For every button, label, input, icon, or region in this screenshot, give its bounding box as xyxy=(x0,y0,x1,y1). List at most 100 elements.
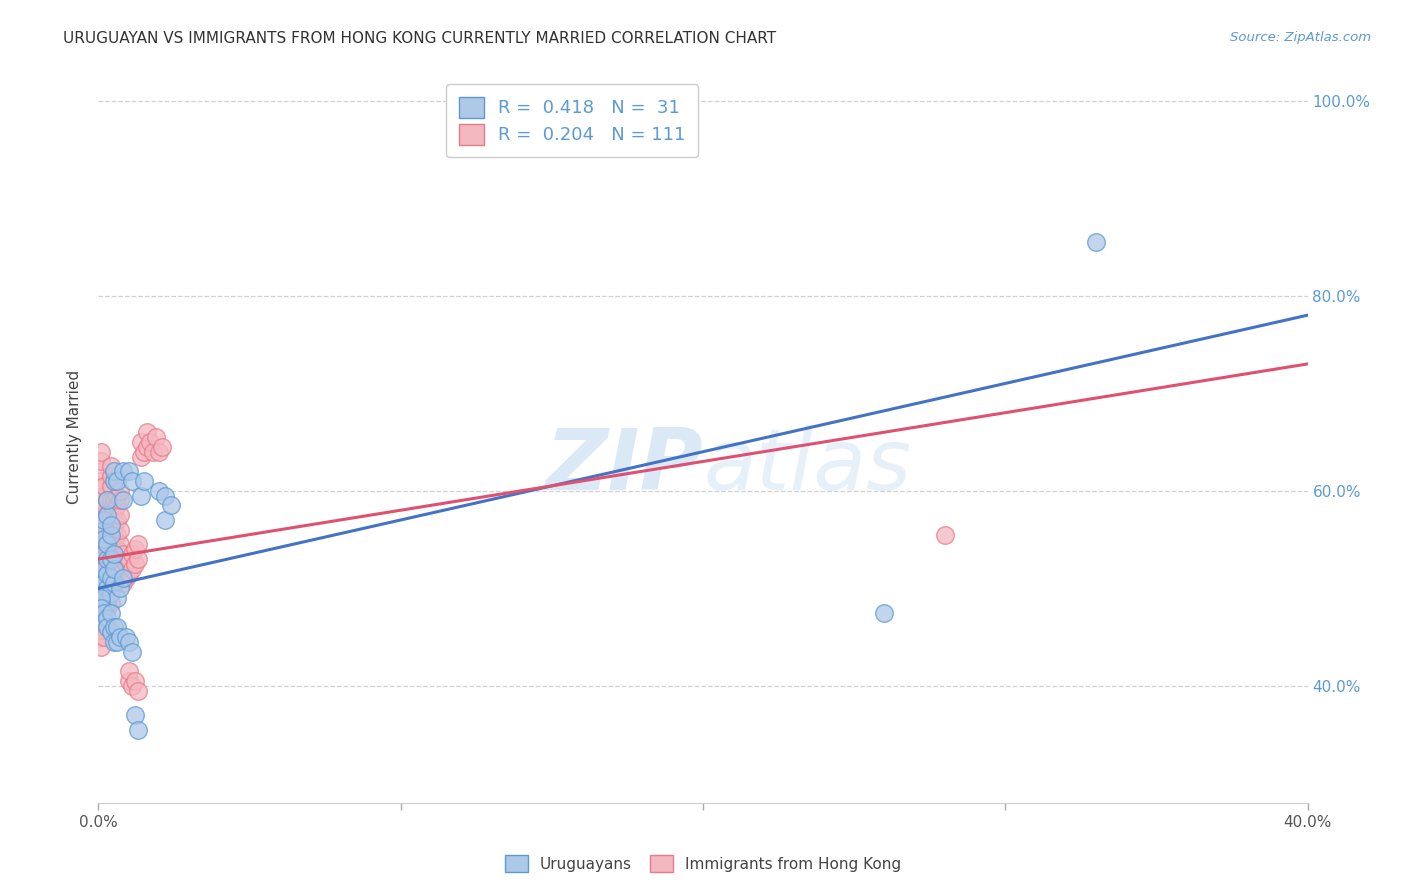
Point xyxy=(111,493,134,508)
Point xyxy=(90,493,112,508)
Point xyxy=(103,557,125,571)
Point xyxy=(121,679,143,693)
Point xyxy=(93,591,115,605)
Point xyxy=(96,610,118,624)
Point xyxy=(96,508,118,522)
Text: ZIP: ZIP xyxy=(546,425,703,508)
Point xyxy=(93,600,115,615)
Point xyxy=(90,444,112,458)
Point xyxy=(100,596,122,610)
Point xyxy=(105,572,128,586)
Point xyxy=(105,591,128,605)
Point xyxy=(103,503,125,517)
Point xyxy=(103,474,125,488)
Point xyxy=(108,493,131,508)
Point xyxy=(90,600,112,615)
Point xyxy=(100,586,122,600)
Point xyxy=(118,635,141,649)
Y-axis label: Currently Married: Currently Married xyxy=(67,370,83,504)
Point xyxy=(90,527,112,541)
Point xyxy=(148,444,170,458)
Point xyxy=(100,566,122,581)
Point xyxy=(100,469,122,483)
Point xyxy=(124,673,146,688)
Point xyxy=(153,489,176,503)
Point xyxy=(139,434,162,449)
Point xyxy=(108,552,131,566)
Point xyxy=(111,572,134,586)
Point xyxy=(114,630,136,644)
Point xyxy=(96,542,118,557)
Point xyxy=(129,434,152,449)
Point xyxy=(108,523,131,537)
Text: URUGUAYAN VS IMMIGRANTS FROM HONG KONG CURRENTLY MARRIED CORRELATION CHART: URUGUAYAN VS IMMIGRANTS FROM HONG KONG C… xyxy=(63,31,776,46)
Point xyxy=(108,566,131,581)
Point xyxy=(96,523,118,537)
Point xyxy=(93,499,115,513)
Point xyxy=(153,513,176,527)
Point xyxy=(100,523,122,537)
Point xyxy=(121,562,143,576)
Point xyxy=(111,464,134,478)
Point xyxy=(96,533,118,547)
Point xyxy=(93,562,115,576)
Point xyxy=(103,635,125,649)
Point xyxy=(100,459,122,474)
Point xyxy=(105,513,128,527)
Point xyxy=(108,537,131,551)
Point xyxy=(96,581,118,595)
Point xyxy=(93,523,115,537)
Point xyxy=(90,610,112,624)
Point xyxy=(96,552,118,566)
Point xyxy=(93,581,115,595)
Point xyxy=(93,517,115,532)
Point xyxy=(90,483,112,498)
Point xyxy=(103,542,125,557)
Point xyxy=(114,572,136,586)
Point xyxy=(96,596,118,610)
Point xyxy=(90,600,112,615)
Point xyxy=(127,683,149,698)
Point xyxy=(105,527,128,541)
Point xyxy=(96,537,118,551)
Point xyxy=(105,635,128,649)
Point xyxy=(103,513,125,527)
Point xyxy=(93,630,115,644)
Point xyxy=(90,572,112,586)
Point xyxy=(96,508,118,522)
Point xyxy=(93,576,115,591)
Point xyxy=(103,464,125,478)
Point xyxy=(90,517,112,532)
Point xyxy=(90,537,112,551)
Point xyxy=(96,600,118,615)
Point xyxy=(90,474,112,488)
Point xyxy=(93,547,115,561)
Point xyxy=(118,464,141,478)
Point xyxy=(96,493,118,508)
Point xyxy=(132,444,155,458)
Point xyxy=(96,493,118,508)
Point xyxy=(90,620,112,634)
Point xyxy=(160,499,183,513)
Point xyxy=(100,537,122,551)
Point xyxy=(124,557,146,571)
Point xyxy=(118,552,141,566)
Point xyxy=(108,630,131,644)
Legend: Uruguayans, Immigrants from Hong Kong: Uruguayans, Immigrants from Hong Kong xyxy=(496,847,910,880)
Point xyxy=(93,552,115,566)
Point xyxy=(93,610,115,624)
Point xyxy=(100,517,122,532)
Point xyxy=(121,474,143,488)
Point xyxy=(114,557,136,571)
Point xyxy=(108,483,131,498)
Point xyxy=(127,723,149,737)
Point xyxy=(93,489,115,503)
Point xyxy=(100,586,122,600)
Point xyxy=(93,527,115,541)
Point xyxy=(93,606,115,620)
Point xyxy=(93,513,115,527)
Point xyxy=(108,581,131,595)
Point xyxy=(100,527,122,541)
Point xyxy=(100,625,122,640)
Point xyxy=(118,566,141,581)
